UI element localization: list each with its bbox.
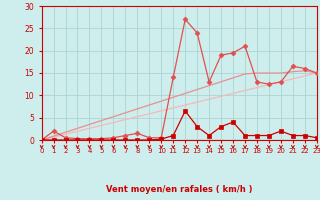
Text: Vent moyen/en rafales ( km/h ): Vent moyen/en rafales ( km/h ) [106, 185, 252, 194]
